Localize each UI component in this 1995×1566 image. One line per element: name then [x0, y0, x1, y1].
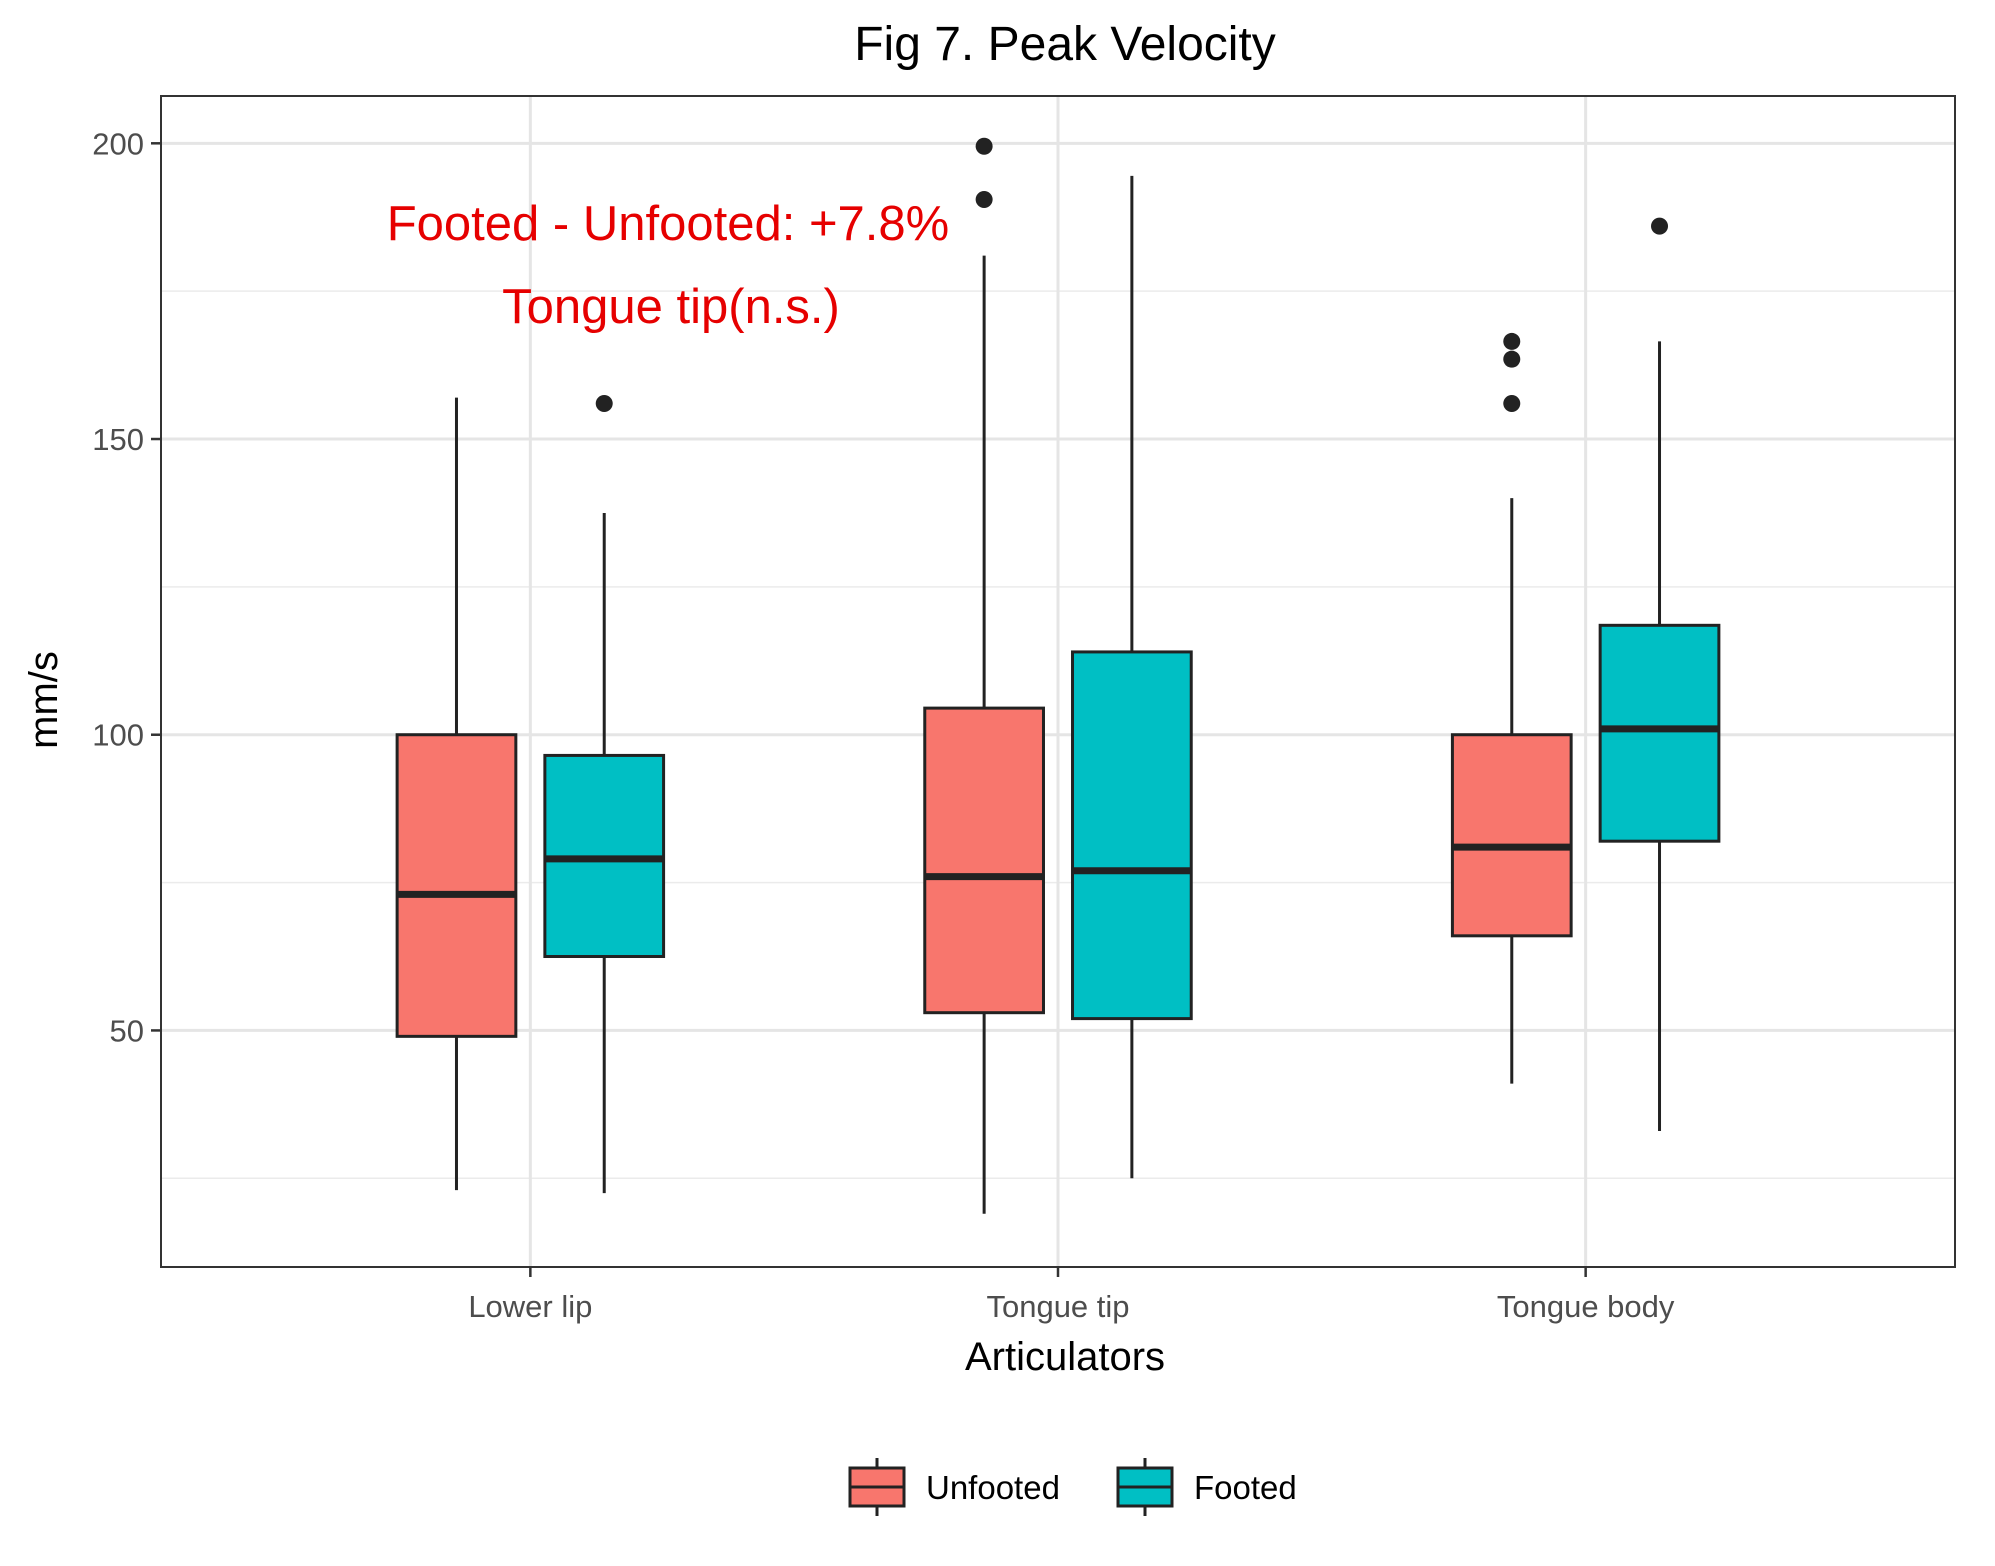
- outlier-point: [1503, 332, 1521, 350]
- x-tick-label: Tongue tip: [986, 1289, 1129, 1324]
- box-iqr: [923, 706, 1045, 1015]
- legend: Unfooted Footed: [848, 1458, 1297, 1516]
- boxes-layer: [395, 137, 1721, 1214]
- box-footed-tongue-body: [1598, 217, 1721, 1131]
- axes-layer: 50 100 150 200 Lower lip Tongue tip Tongue bod…: [92, 126, 1675, 1324]
- annotation-significance: Tongue tip(n.s.): [502, 280, 840, 334]
- outlier-point: [595, 395, 613, 413]
- box-footed-lower-lip: [543, 395, 666, 1194]
- x-axis-title: Articulators: [965, 1335, 1165, 1379]
- box-unfooted-tongue-tip: [923, 137, 1045, 1214]
- box-iqr: [1450, 733, 1573, 938]
- legend-item-unfooted: Unfooted: [848, 1458, 1060, 1516]
- outlier-point: [1503, 395, 1521, 413]
- gridlines: [161, 96, 1955, 1267]
- x-tick-label: Tongue body: [1497, 1289, 1675, 1324]
- box-iqr: [1598, 623, 1721, 843]
- chart-title: Fig 7. Peak Velocity: [854, 18, 1276, 71]
- outlier-point: [1503, 350, 1521, 368]
- legend-item-footed: Footed: [1116, 1458, 1297, 1516]
- y-tick-label: 50: [110, 1013, 144, 1048]
- outlier-point: [975, 137, 993, 155]
- box-iqr: [1071, 650, 1193, 1021]
- legend-label: Unfooted: [926, 1469, 1060, 1506]
- x-tick-label: Lower lip: [468, 1289, 592, 1324]
- outlier-point: [975, 190, 993, 208]
- box-iqr: [395, 733, 518, 1038]
- outlier-point: [1651, 217, 1669, 235]
- y-tick-label: 100: [92, 718, 144, 753]
- box-footed-tongue-tip: [1071, 175, 1193, 1179]
- y-axis-title: mm/s: [22, 651, 66, 749]
- box-unfooted-lower-lip: [395, 397, 518, 1191]
- box-unfooted-tongue-body: [1450, 332, 1573, 1084]
- y-tick-label: 150: [92, 422, 144, 457]
- y-tick-label: 200: [92, 126, 144, 161]
- legend-label: Footed: [1194, 1469, 1297, 1506]
- annotation-difference: Footed - Unfooted: +7.8%: [387, 197, 950, 251]
